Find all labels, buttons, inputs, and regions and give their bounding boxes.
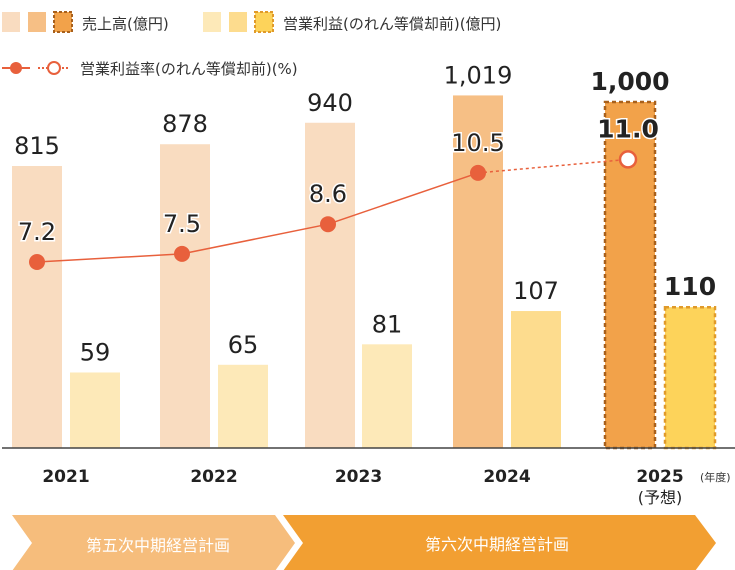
profit-bar bbox=[362, 344, 412, 448]
legend-profit-swatch bbox=[229, 12, 247, 32]
legend-revenue-swatch bbox=[28, 12, 46, 32]
revenue-value-label: 878 bbox=[162, 110, 208, 138]
x-tick-note: (予想) bbox=[638, 488, 683, 507]
profit-value-label: 81 bbox=[372, 310, 403, 338]
revenue-bar bbox=[12, 166, 62, 448]
margin-line-segment bbox=[477, 158, 629, 174]
legend-line-label: 営業利益率(のれん等償却前)(%) bbox=[80, 60, 298, 78]
legend-profit-label: 営業利益(のれん等償却前)(億円) bbox=[283, 15, 501, 33]
x-tick-label: 2021 bbox=[42, 467, 89, 487]
margin-line-segment bbox=[327, 172, 479, 225]
plan-label-5th: 第五次中期経営計画 bbox=[86, 536, 230, 555]
revenue-bar bbox=[453, 95, 503, 449]
margin-value-label: 8.6 bbox=[309, 180, 347, 208]
profit-bar bbox=[511, 311, 561, 448]
legend-revenue-swatch bbox=[2, 12, 20, 32]
margin-point bbox=[29, 254, 45, 270]
revenue-value-label: 1,019 bbox=[444, 61, 513, 89]
x-unit-label: (年度) bbox=[700, 470, 731, 484]
legend-revenue-label: 売上高(億円) bbox=[82, 15, 169, 33]
margin-point bbox=[470, 164, 486, 181]
x-tick-label: 2022 bbox=[190, 467, 237, 487]
profit-bar bbox=[70, 372, 120, 448]
legend-revenue-swatch bbox=[53, 11, 73, 33]
profit-bar bbox=[663, 305, 717, 450]
legend-profit-swatch bbox=[254, 11, 274, 33]
profit-value-label: 107 bbox=[513, 277, 559, 305]
plan-arrow-5th bbox=[12, 515, 295, 570]
x-tick-label: 2024 bbox=[483, 467, 530, 487]
margin-value-label: 7.2 bbox=[18, 218, 56, 246]
margin-line-segment bbox=[181, 223, 329, 255]
revenue-bar bbox=[160, 144, 210, 448]
revenue-value-label: 940 bbox=[307, 89, 353, 117]
margin-line-segment bbox=[36, 253, 183, 263]
x-tick-label: 2023 bbox=[335, 467, 382, 487]
profit-value-label: 59 bbox=[80, 338, 111, 366]
revenue-value-label: 815 bbox=[14, 132, 60, 160]
revenue-value-label: 1,000 bbox=[590, 67, 669, 96]
profit-bar bbox=[218, 364, 268, 448]
profit-value-label: 110 bbox=[664, 272, 716, 301]
margin-point bbox=[618, 150, 638, 169]
profit-value-label: 65 bbox=[228, 331, 259, 359]
legend-profit-swatch bbox=[203, 12, 221, 32]
x-tick-label: 2025 bbox=[636, 467, 683, 487]
margin-point bbox=[320, 216, 336, 233]
margin-value-label: 7.5 bbox=[163, 210, 201, 238]
margin-value-label: 10.5 bbox=[451, 129, 504, 157]
plan-label-6th: 第六次中期経営計画 bbox=[425, 535, 569, 554]
legend-line-marker bbox=[10, 62, 22, 74]
margin-value-label: 11.0 bbox=[597, 114, 659, 143]
margin-point bbox=[174, 245, 190, 262]
revenue-bar bbox=[305, 122, 355, 448]
legend-line-forecast-marker bbox=[47, 61, 61, 75]
plan-arrow-6th bbox=[283, 515, 716, 570]
